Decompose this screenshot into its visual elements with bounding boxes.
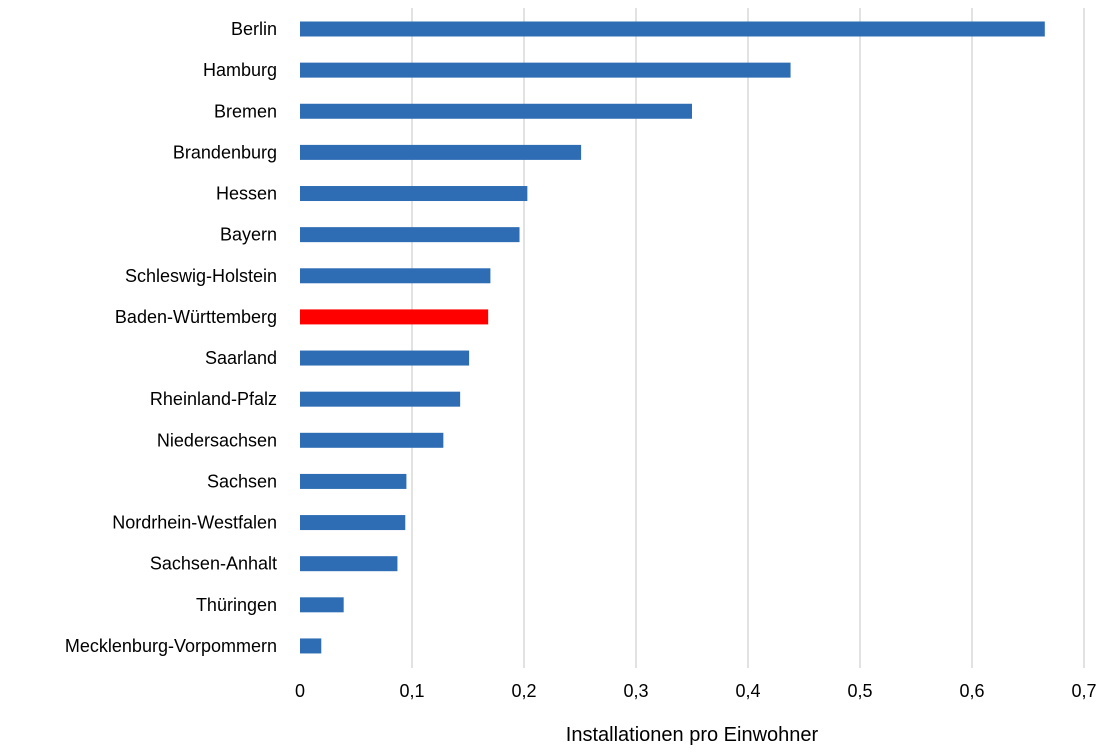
category-label: Bayern	[220, 225, 277, 245]
category-label: Mecklenburg-Vorpommern	[65, 636, 277, 656]
category-label: Sachsen-Anhalt	[150, 554, 277, 574]
category-label: Niedersachsen	[157, 430, 277, 450]
category-label: Thüringen	[196, 595, 277, 615]
x-tick-label: 0,7	[1071, 681, 1096, 701]
bar-saarland	[300, 350, 470, 366]
category-label: Schleswig-Holstein	[125, 266, 277, 286]
x-axis-title: Installationen pro Einwohner	[566, 724, 819, 746]
category-label-layer: Berlin Hamburg Bremen Brandenburg Hessen Baye…	[65, 19, 277, 656]
x-tick-label: 0	[295, 681, 305, 701]
category-label: Berlin	[231, 19, 277, 39]
bar-bremen	[300, 103, 692, 119]
x-tick-label: 0,3	[623, 681, 648, 701]
bar-sachsen-anhalt	[300, 556, 398, 572]
category-label: Bremen	[214, 101, 277, 121]
category-label: Baden-Württemberg	[115, 307, 277, 327]
bar-hessen	[300, 186, 528, 202]
bar-hamburg	[300, 62, 791, 78]
category-label: Saarland	[205, 348, 277, 368]
x-tick-label: 0,4	[735, 681, 760, 701]
category-label: Nordrhein-Westfalen	[112, 513, 277, 533]
bar-baden-württemberg	[300, 309, 489, 325]
bar-rheinland-pfalz	[300, 391, 461, 407]
bar-layer	[300, 21, 1045, 654]
category-label: Sachsen	[207, 471, 277, 491]
bar-mecklenburg-vorpommern	[300, 638, 322, 654]
category-label: Hamburg	[203, 60, 277, 80]
x-tick-label: 0,5	[847, 681, 872, 701]
x-tick-label: 0,2	[511, 681, 536, 701]
bar-thüringen	[300, 597, 344, 613]
bar-niedersachsen	[300, 432, 444, 448]
bar-bayern	[300, 227, 520, 243]
x-tick-label: 0,1	[399, 681, 424, 701]
category-label: Brandenburg	[173, 142, 277, 162]
bar-brandenburg	[300, 144, 582, 160]
bar-berlin	[300, 21, 1045, 37]
bar-schleswig-holstein	[300, 268, 491, 284]
bar-sachsen	[300, 473, 407, 489]
tick-label-layer: 0 0,1 0,2 0,3 0,4 0,5 0,6 0,7	[295, 681, 1097, 701]
category-label: Rheinland-Pfalz	[150, 389, 277, 409]
bar-nordrhein-westfalen	[300, 515, 406, 531]
x-tick-label: 0,6	[959, 681, 984, 701]
category-label: Hessen	[216, 184, 277, 204]
